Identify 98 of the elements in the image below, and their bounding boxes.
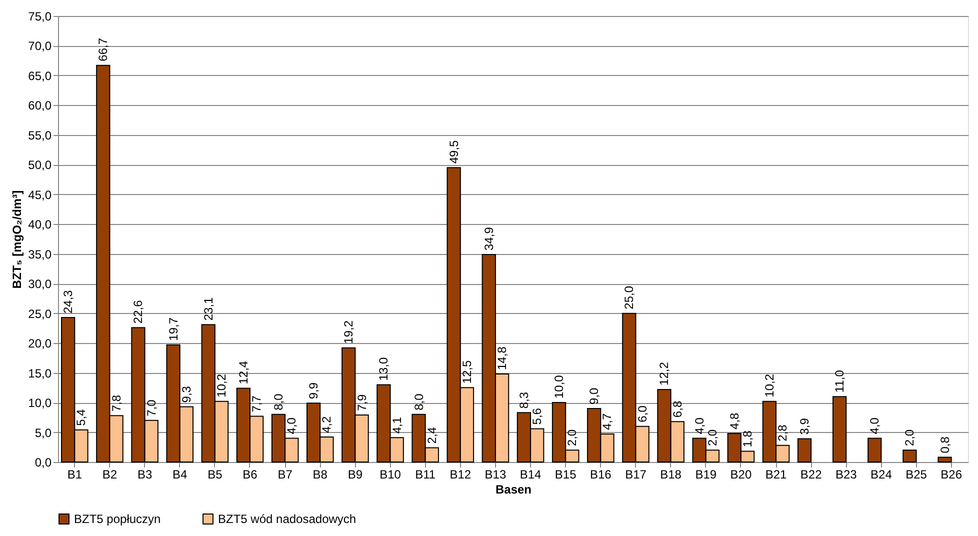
data-label: 4,0	[284, 417, 299, 434]
y-tick-label: 30,0	[28, 277, 52, 292]
legend-label: BZT5 wód nadosadowych	[218, 512, 356, 526]
y-tick-label: 60,0	[28, 98, 52, 113]
data-label: 66,7	[96, 38, 110, 62]
data-label: 4,0	[868, 417, 882, 434]
bar	[902, 450, 917, 462]
data-label: 3,9	[798, 418, 812, 435]
x-tick-label: B12	[450, 468, 472, 482]
data-label: 19,7	[166, 317, 180, 341]
data-label: 7,8	[109, 394, 124, 412]
data-label: 34,9	[482, 226, 496, 250]
x-tick-label: B24	[870, 468, 892, 482]
data-label: 6,8	[670, 400, 684, 418]
data-label: 10,2	[762, 374, 776, 398]
x-tick-label: B20	[730, 468, 752, 482]
data-label: 19,2	[342, 320, 356, 344]
bar	[868, 438, 882, 462]
y-tick-label: 35,0	[28, 247, 52, 262]
data-label: 4,2	[320, 416, 334, 434]
data-label: 8,3	[516, 392, 531, 409]
x-tick-label: B2	[102, 468, 118, 482]
x-tick-label: B13	[484, 468, 506, 482]
x-tick-label: B10	[380, 468, 402, 482]
data-label: 2,0	[565, 429, 580, 446]
data-label: 12,2	[657, 362, 672, 386]
x-tick-label: B23	[835, 468, 858, 482]
x-tick-label: B6	[242, 468, 258, 482]
data-label: 4,1	[390, 416, 404, 434]
data-label: 10,2	[214, 374, 228, 398]
y-tick-label: 55,0	[28, 128, 52, 142]
data-label: 13,0	[376, 357, 391, 381]
x-tick-label: B8	[312, 468, 328, 482]
data-label: 0,8	[938, 436, 952, 454]
data-label: 7,7	[250, 395, 264, 412]
y-tick-label: 70,0	[28, 39, 52, 54]
x-tick-label: B1	[67, 468, 82, 482]
data-label: 2,8	[776, 424, 790, 442]
data-label: 8,0	[412, 393, 426, 410]
x-tick-label: B22	[800, 468, 822, 482]
x-axis-title: Basen	[495, 482, 532, 496]
x-tick-label: B25	[906, 468, 928, 482]
y-tick-label: 65,0	[28, 68, 52, 83]
data-label: 24,3	[61, 290, 76, 314]
y-tick-label: 45,0	[28, 188, 52, 202]
data-label: 49,5	[446, 140, 461, 164]
data-label: 9,0	[587, 387, 602, 404]
y-tick-label: 0,0	[34, 456, 52, 470]
x-tick-label: B5	[208, 468, 223, 482]
x-tick-label: B21	[765, 468, 788, 482]
y-tick-label: 20,0	[28, 336, 52, 351]
y-tick-label: 40,0	[28, 218, 52, 232]
data-label: 7,0	[144, 399, 158, 416]
legend-label: BZT5 popłuczyn	[74, 512, 161, 526]
data-label: 2,0	[902, 429, 917, 446]
data-label: 5,6	[530, 408, 544, 425]
data-label: 6,0	[635, 405, 650, 422]
x-tick-label: B19	[695, 468, 717, 482]
x-tick-label: B17	[625, 468, 647, 482]
x-tick-label: B26	[940, 468, 962, 482]
y-tick-label: 50,0	[28, 158, 52, 172]
data-label: 10,0	[552, 374, 566, 399]
data-label: 25,0	[622, 286, 636, 310]
data-label: 4,8	[727, 412, 742, 430]
data-label: 1,8	[740, 430, 755, 448]
y-tick-label: 10,0	[28, 396, 52, 410]
data-label: 23,1	[201, 296, 216, 321]
data-label: 11,0	[832, 370, 847, 393]
bar	[832, 396, 847, 462]
x-tick-label: B18	[660, 468, 682, 482]
data-label: 12,4	[236, 360, 250, 384]
y-tick-label: 15,0	[28, 366, 52, 380]
bar	[797, 438, 812, 462]
y-axis-title: BZT₅ [mgO₂/dm³]	[10, 190, 24, 289]
data-label: 2,0	[705, 429, 720, 446]
data-label: 9,9	[306, 382, 321, 400]
y-tick-label: 25,0	[28, 306, 52, 321]
x-tick-label: B7	[278, 468, 293, 482]
x-tick-label: B16	[590, 468, 612, 482]
data-label: 8,0	[271, 393, 286, 410]
data-label: 9,3	[179, 386, 194, 403]
data-label: 2,4	[424, 426, 439, 444]
data-label: 4,7	[600, 413, 614, 430]
data-label: 14,8	[495, 346, 510, 370]
x-tick-label: B3	[137, 468, 152, 482]
x-tick-label: B4	[172, 468, 188, 482]
x-tick-label: B11	[415, 468, 436, 482]
x-tick-label: B9	[348, 468, 363, 482]
x-tick-label: B14	[520, 468, 542, 482]
data-label: 7,9	[354, 394, 369, 412]
data-label: 4,0	[692, 417, 706, 434]
y-tick-label: 75,0	[28, 10, 52, 24]
data-label: 5,4	[74, 408, 88, 426]
x-tick-label: B15	[554, 468, 577, 482]
y-tick-label: 5,0	[34, 426, 52, 440]
data-label: 12,5	[460, 360, 474, 384]
data-label: 22,6	[131, 300, 146, 324]
bar	[938, 456, 952, 462]
